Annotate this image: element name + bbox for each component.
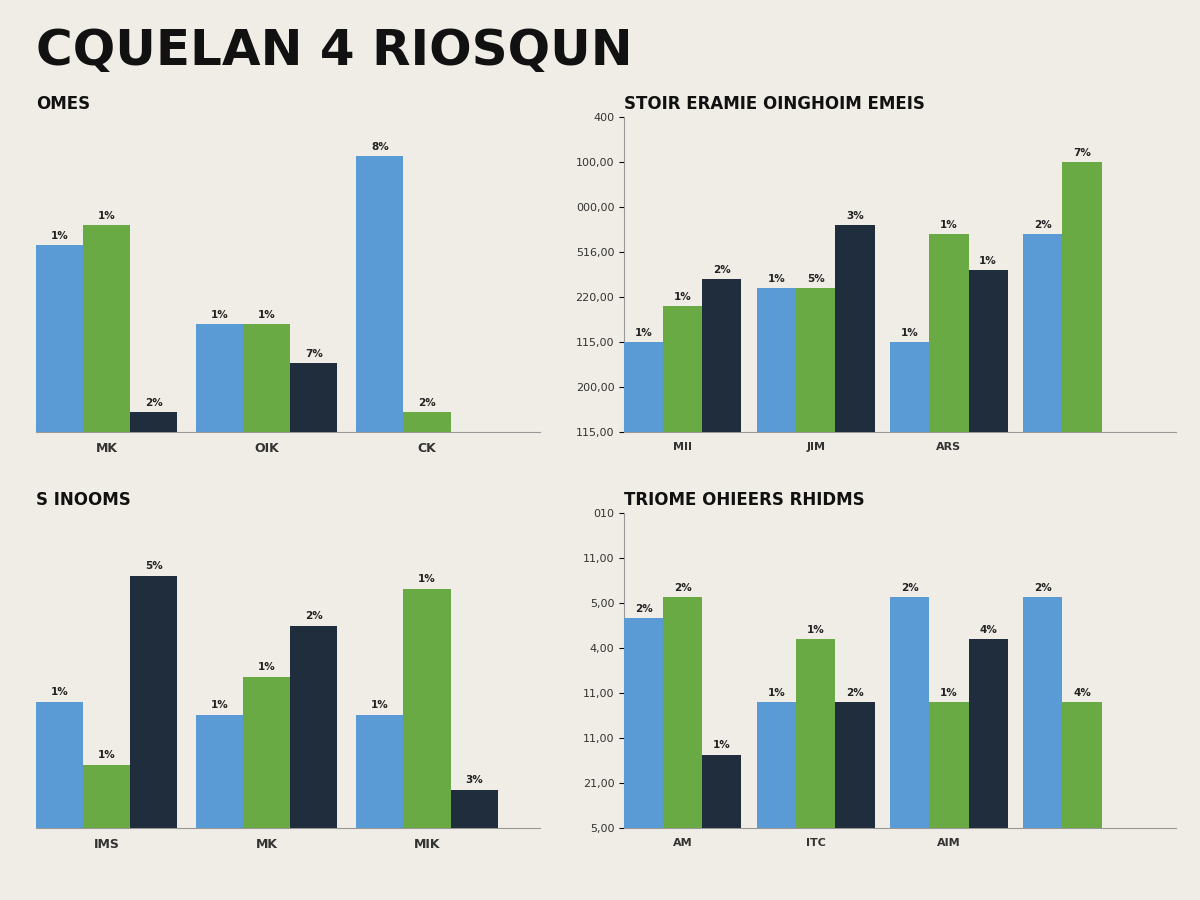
Bar: [890, 342, 929, 432]
Text: 1%: 1%: [50, 231, 68, 241]
Bar: [1062, 162, 1102, 432]
Text: 5%: 5%: [806, 274, 824, 284]
Bar: [403, 589, 450, 828]
Text: 2%: 2%: [635, 604, 653, 614]
Text: 2%: 2%: [1034, 583, 1051, 593]
Bar: [196, 324, 244, 432]
Text: 1%: 1%: [940, 688, 958, 698]
Text: 2%: 2%: [1034, 220, 1051, 230]
Text: 1%: 1%: [50, 687, 68, 697]
Text: 3%: 3%: [846, 212, 864, 221]
Text: 2%: 2%: [418, 399, 436, 409]
Text: 8%: 8%: [371, 142, 389, 152]
Text: 4%: 4%: [979, 625, 997, 634]
Text: 1%: 1%: [635, 328, 653, 338]
Text: 1%: 1%: [211, 310, 228, 320]
Text: 1%: 1%: [713, 741, 731, 751]
Text: 1%: 1%: [979, 256, 997, 266]
Text: 2%: 2%: [846, 688, 864, 698]
Text: 1%: 1%: [97, 750, 115, 760]
Bar: [968, 270, 1008, 432]
Bar: [131, 412, 178, 432]
Bar: [196, 715, 244, 828]
Bar: [624, 342, 664, 432]
Text: 1%: 1%: [371, 699, 389, 709]
Bar: [624, 618, 664, 828]
Text: OMES: OMES: [36, 94, 90, 112]
Bar: [83, 765, 131, 828]
Text: 1%: 1%: [674, 292, 691, 302]
Text: 1%: 1%: [806, 625, 824, 634]
Text: 1%: 1%: [418, 573, 436, 583]
Bar: [1062, 702, 1102, 828]
Bar: [1024, 597, 1062, 828]
Text: 5%: 5%: [145, 561, 163, 571]
Bar: [835, 225, 875, 432]
Bar: [757, 702, 797, 828]
Bar: [664, 597, 702, 828]
Bar: [290, 626, 337, 828]
Text: 2%: 2%: [674, 583, 691, 593]
Bar: [36, 245, 83, 432]
Bar: [797, 288, 835, 432]
Bar: [757, 288, 797, 432]
Text: 7%: 7%: [305, 349, 323, 359]
Text: 1%: 1%: [901, 328, 919, 338]
Bar: [356, 715, 403, 828]
Text: 3%: 3%: [466, 775, 482, 785]
Bar: [83, 225, 131, 432]
Bar: [244, 324, 290, 432]
Text: 2%: 2%: [305, 611, 323, 621]
Text: 1%: 1%: [768, 688, 786, 698]
Text: 1%: 1%: [211, 699, 228, 709]
Bar: [797, 639, 835, 828]
Bar: [36, 702, 83, 828]
Bar: [131, 576, 178, 828]
Bar: [702, 754, 742, 828]
Text: 2%: 2%: [713, 266, 731, 275]
Bar: [450, 790, 498, 828]
Bar: [664, 306, 702, 432]
Bar: [403, 412, 450, 432]
Bar: [929, 702, 968, 828]
Text: 1%: 1%: [940, 220, 958, 230]
Bar: [290, 363, 337, 432]
Text: TRIOME OHIEERS RHIDMS: TRIOME OHIEERS RHIDMS: [624, 491, 865, 508]
Text: S INOOMS: S INOOMS: [36, 491, 131, 508]
Bar: [968, 639, 1008, 828]
Bar: [702, 279, 742, 432]
Bar: [1024, 234, 1062, 432]
Text: 1%: 1%: [258, 310, 276, 320]
Text: 4%: 4%: [1073, 688, 1091, 698]
Text: CQUELAN 4 RIOSQUN: CQUELAN 4 RIOSQUN: [36, 27, 632, 75]
Text: 7%: 7%: [1073, 148, 1091, 158]
Text: 2%: 2%: [145, 399, 163, 409]
Bar: [835, 702, 875, 828]
Bar: [244, 677, 290, 828]
Text: STOIR ERAMIE OINGHOIM EMEIS: STOIR ERAMIE OINGHOIM EMEIS: [624, 94, 925, 112]
Text: 2%: 2%: [901, 583, 919, 593]
Text: 1%: 1%: [768, 274, 786, 284]
Bar: [356, 157, 403, 432]
Bar: [929, 234, 968, 432]
Text: 1%: 1%: [97, 212, 115, 221]
Bar: [890, 597, 929, 828]
Text: 1%: 1%: [258, 662, 276, 671]
